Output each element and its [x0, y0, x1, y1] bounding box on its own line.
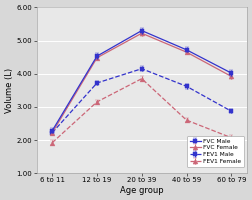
X-axis label: Age group: Age group — [120, 186, 164, 195]
Legend: FVC Male, FVC Female, FEV1 Male, FEV1 Female: FVC Male, FVC Female, FEV1 Male, FEV1 Fe… — [187, 136, 244, 167]
Y-axis label: Volume (L): Volume (L) — [5, 68, 14, 113]
